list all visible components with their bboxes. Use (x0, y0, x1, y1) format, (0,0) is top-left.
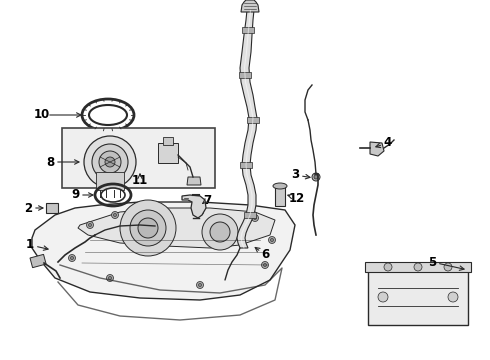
Circle shape (210, 222, 230, 242)
Circle shape (114, 213, 117, 216)
Polygon shape (32, 202, 295, 300)
Bar (242, 27, 254, 33)
Text: 4: 4 (384, 136, 392, 149)
Circle shape (99, 151, 121, 173)
Bar (46, 203, 58, 213)
Bar (96, 172, 124, 190)
Circle shape (264, 264, 267, 266)
Circle shape (108, 276, 112, 279)
Polygon shape (182, 195, 206, 218)
Circle shape (262, 261, 269, 269)
Text: 11: 11 (132, 174, 148, 186)
Polygon shape (78, 208, 275, 248)
Bar (240, 162, 252, 168)
Circle shape (314, 175, 318, 179)
Polygon shape (187, 177, 201, 185)
Polygon shape (241, 0, 259, 12)
Bar (30, 255, 46, 267)
Circle shape (196, 208, 203, 216)
Circle shape (84, 136, 136, 188)
Circle shape (120, 200, 176, 256)
Bar (275, 186, 285, 206)
Circle shape (112, 211, 119, 219)
Bar (368, 270, 468, 325)
Bar (62, 128, 215, 188)
Text: 12: 12 (289, 192, 305, 204)
Circle shape (138, 218, 158, 238)
Circle shape (196, 282, 203, 288)
Text: 1: 1 (26, 238, 34, 252)
Polygon shape (370, 142, 384, 156)
Circle shape (130, 210, 166, 246)
Circle shape (448, 292, 458, 302)
Circle shape (87, 221, 94, 229)
Text: 6: 6 (261, 248, 269, 261)
Bar (244, 212, 256, 218)
Circle shape (378, 292, 388, 302)
Text: 2: 2 (24, 202, 32, 215)
Circle shape (270, 238, 273, 242)
Text: 8: 8 (46, 156, 54, 168)
Circle shape (92, 144, 128, 180)
Bar (163, 137, 173, 145)
Bar (239, 72, 250, 78)
Bar (247, 117, 259, 123)
Circle shape (414, 263, 422, 271)
Text: 10: 10 (34, 108, 50, 122)
Text: 3: 3 (291, 168, 299, 181)
Circle shape (444, 263, 452, 271)
Circle shape (71, 256, 73, 260)
Text: 9: 9 (71, 189, 79, 202)
Text: 7: 7 (203, 194, 211, 207)
Bar (365, 262, 471, 272)
Circle shape (384, 263, 392, 271)
Circle shape (253, 216, 256, 220)
Circle shape (312, 173, 320, 181)
Circle shape (202, 214, 238, 250)
Circle shape (198, 284, 201, 287)
Ellipse shape (101, 188, 125, 202)
Ellipse shape (89, 105, 127, 125)
Bar (158, 143, 178, 163)
Circle shape (89, 224, 92, 226)
Circle shape (105, 157, 115, 167)
Circle shape (106, 274, 114, 282)
Circle shape (69, 255, 75, 261)
Circle shape (269, 237, 275, 243)
Ellipse shape (273, 183, 287, 189)
Circle shape (251, 215, 259, 221)
Polygon shape (237, 10, 257, 248)
Text: 5: 5 (428, 256, 436, 269)
Circle shape (198, 211, 201, 213)
